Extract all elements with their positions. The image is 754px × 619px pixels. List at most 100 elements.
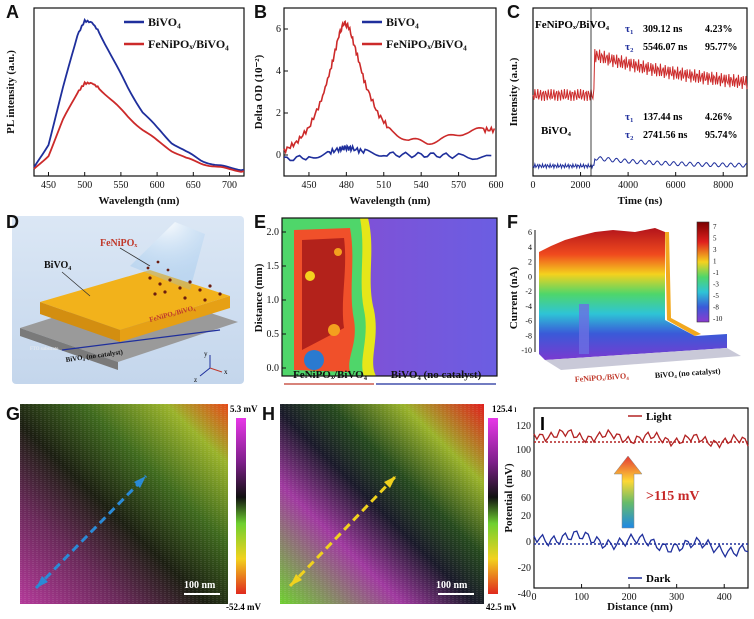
chart-b: 450 480 510 540 570 600 6 4 2 0 BiVO₄ FeNiPOₓ/BiV…	[253, 7, 504, 207]
series-bivo4	[33, 17, 245, 172]
x-tick: 2000	[571, 180, 591, 191]
x-tick: 8000	[713, 180, 733, 191]
label-bottom: BiVO₄	[541, 125, 572, 137]
tau2-bot-value: 2741.56 ns	[643, 130, 688, 141]
series-light	[533, 428, 749, 449]
label-top: FeNiPOₓ/BiVO₄	[535, 19, 610, 31]
x-tick: 6000	[666, 180, 686, 191]
panel-c: C 0 2000 4000 6000 8000 FeNiPOₓ/BiVO₄ τ₁ 309…	[505, 0, 754, 210]
y-tick: 4	[276, 66, 281, 77]
tau1-bot: τ₁	[625, 111, 633, 123]
tau2-top-pct: 95.77%	[705, 42, 738, 53]
legend-fenipox: FeNiPOₓ/BiVO₄	[386, 37, 467, 51]
x-tick: 550	[113, 180, 128, 191]
tau2-bot-pct: 95.74%	[705, 130, 738, 141]
panel-label: F	[507, 212, 518, 232]
z-tick: -2	[525, 287, 532, 296]
base-label: FTO substrate	[30, 347, 59, 352]
colorbar-tick: 1	[713, 258, 717, 266]
legend-bivo4: BiVO₄	[148, 15, 181, 29]
x-tick: 500	[77, 180, 92, 191]
y-tick: 1.0	[267, 295, 280, 306]
y-tick: 80	[521, 469, 531, 480]
panel-label: H	[262, 404, 275, 424]
chart-c: 0 2000 4000 6000 8000 FeNiPOₓ/BiVO₄ τ₁ 309.1…	[508, 7, 748, 207]
chart-e: 2.0 1.5 1.0 0.5 0.0 FeNiPOₓ/BiVO₄ BiVO₄ (no …	[253, 217, 498, 385]
y-tick: 0.0	[267, 363, 280, 374]
legend-light: Light	[646, 411, 672, 423]
y-axis-label: Delta OD (10⁻²)	[253, 54, 265, 129]
legend-dark: Dark	[646, 573, 671, 585]
kpfm-map-dark: 125.4 mV 42.5 mV 100 nm	[280, 404, 529, 612]
y-tick: -40	[518, 589, 531, 600]
chart-f: 6 4 2 0 -2 -4 -6 -8 -10 7 5 3 1 -1 -3 -5 -8 -10 FeNiPOₓ/…	[508, 221, 741, 384]
panel-e: E 2.0 1.5 1.0 0.5 0.0 FeNiPOₓ/BiVO₄ BiVO₄ (n…	[250, 210, 505, 390]
series-bivo4	[283, 143, 492, 162]
series-dark	[533, 530, 749, 559]
axis-y: y	[204, 350, 208, 358]
z-tick: 4	[528, 243, 532, 252]
y-axis-label: Potential (mV)	[503, 463, 515, 533]
z-tick: 6	[528, 228, 532, 237]
y-axis-label: Intensity (a.u.)	[508, 57, 520, 126]
x-axis-label: Time (ns)	[618, 195, 663, 207]
x-tick: 300	[669, 592, 684, 603]
colorbar-tick: -1	[713, 269, 719, 277]
scale-bottom: -52.4 mV	[226, 602, 261, 612]
panel-label: C	[507, 2, 520, 22]
panel-label: G	[6, 404, 21, 424]
panel-label: E	[254, 212, 267, 232]
panel-label: B	[254, 2, 267, 22]
panel-i: I 120 100 80 60 20 0 -20 -40 0 100 200 300 400 Light…	[500, 396, 754, 614]
y-axis-label: Distance (mm)	[253, 263, 265, 332]
x-tick: 0	[531, 180, 536, 191]
panel-label: I	[540, 414, 545, 434]
scale-bar-label: 100 nm	[436, 580, 468, 591]
x-tick: 510	[376, 180, 391, 191]
z-tick: 2	[528, 258, 532, 267]
caption-left: FeNiPOₓ/BiVO₄	[293, 369, 368, 381]
y-tick: 2.0	[267, 227, 280, 238]
y-axis-label: PL intensity (a.u.)	[5, 50, 17, 134]
x-axis-label: Distance (nm)	[607, 601, 673, 613]
substrate-label: BiVO₄	[44, 260, 71, 271]
scale-bar-label: 100 nm	[184, 580, 216, 591]
x-tick: 480	[339, 180, 354, 191]
colorbar-tick: -3	[713, 281, 719, 289]
x-tick: 600	[150, 180, 165, 191]
y-tick: -20	[518, 563, 531, 574]
tau1-top-pct: 4.23%	[705, 24, 733, 35]
x-tick: 200	[622, 592, 637, 603]
caption-left: FeNiPOₓ/BiVO₄	[575, 371, 630, 384]
x-axis-label: Wavelength (nm)	[99, 195, 180, 207]
panel-f: F 6 4 2 0 -2 -4 -6 -8 -10 7 5 3 1 -1 -3 -5 -8 -10 FeNiPO…	[505, 210, 754, 390]
panel-a: A 450 500 550 600 650 700 BiVO₄ FeNiPOₓ/BiVO₄…	[0, 0, 250, 210]
x-tick: 570	[451, 180, 466, 191]
y-tick: 100	[516, 445, 531, 456]
tau1-top-value: 309.12 ns	[643, 24, 683, 35]
scale-top: 125.4 mV	[492, 404, 516, 414]
caption-right: BiVO₄ (no catalyst)	[391, 369, 482, 381]
z-tick: -4	[525, 302, 532, 311]
tau2-top: τ₂	[625, 41, 634, 53]
y-tick: 1.5	[267, 261, 280, 272]
z-tick: -10	[521, 346, 532, 355]
x-tick: 700	[222, 180, 237, 191]
panel-label: D	[6, 212, 19, 232]
potential-diff: >115 mV	[646, 489, 699, 504]
x-tick: 540	[414, 180, 429, 191]
z-tick: -8	[525, 331, 532, 340]
colorbar-tick: 7	[713, 223, 717, 231]
z-axis-label: Current (nA)	[508, 266, 520, 329]
legend-fenipox: FeNiPOₓ/BiVO₄	[148, 37, 229, 51]
y-tick: 6	[276, 24, 281, 35]
colorbar-tick: 3	[713, 246, 717, 254]
panel-d: D FeNiPOₓ BiVO₄ FTO substrate BiVO₄ (no …	[0, 210, 250, 390]
panel-label: A	[6, 2, 19, 22]
tau2-top-value: 5546.07 ns	[643, 42, 688, 53]
x-tick: 4000	[618, 180, 638, 191]
z-tick: -6	[525, 317, 532, 326]
y-tick: 0.5	[267, 329, 280, 340]
y-tick: 2	[276, 108, 281, 119]
